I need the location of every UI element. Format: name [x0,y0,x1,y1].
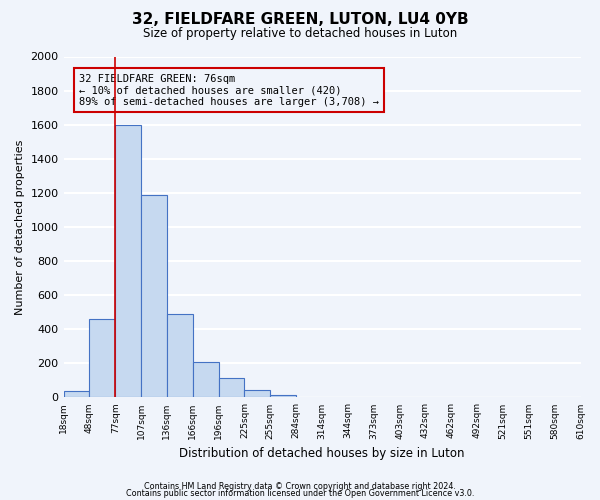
Text: Contains HM Land Registry data © Crown copyright and database right 2024.: Contains HM Land Registry data © Crown c… [144,482,456,491]
Bar [64,392,89,398]
Bar [244,390,271,398]
Bar [218,378,244,398]
X-axis label: Distribution of detached houses by size in Luton: Distribution of detached houses by size … [179,447,465,460]
Text: Contains public sector information licensed under the Open Government Licence v3: Contains public sector information licen… [126,489,474,498]
Y-axis label: Number of detached properties: Number of detached properties [15,140,25,314]
Text: Size of property relative to detached houses in Luton: Size of property relative to detached ho… [143,28,457,40]
Bar [167,314,193,398]
Text: 32 FIELDFARE GREEN: 76sqm
← 10% of detached houses are smaller (420)
89% of semi: 32 FIELDFARE GREEN: 76sqm ← 10% of detac… [79,74,379,106]
Text: 32, FIELDFARE GREEN, LUTON, LU4 0YB: 32, FIELDFARE GREEN, LUTON, LU4 0YB [131,12,469,28]
Bar [141,194,167,398]
Bar [89,319,115,398]
Bar [115,124,141,398]
Bar [193,362,218,398]
Bar [271,395,296,398]
Bar [296,396,322,398]
